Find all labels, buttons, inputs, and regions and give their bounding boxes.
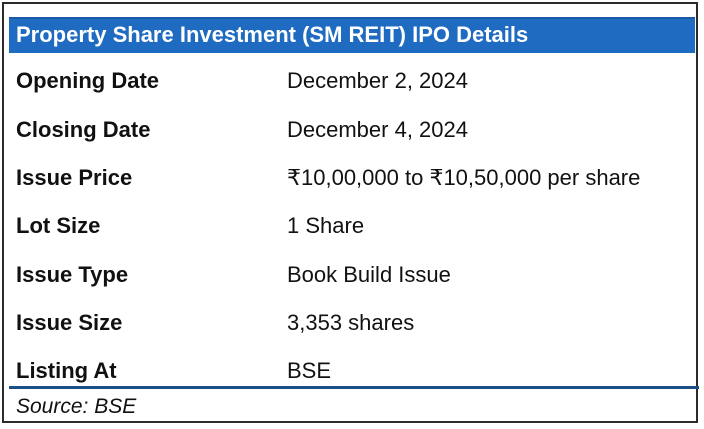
ipo-details-card [2,2,698,423]
row-label: Issue Type [16,262,129,287]
table-title: Property Share Investment (SM REIT) IPO … [16,22,529,47]
source-note: Source: BSE [16,395,137,418]
row-value: Book Build Issue [287,262,451,287]
row-listing-at: Listing At BSE [16,358,696,398]
row-label: Issue Size [16,310,123,335]
row-value: ₹10,00,000 to ₹10,50,000 per share [287,165,641,190]
row-closing-date: Closing Date December 4, 2024 [16,117,696,157]
bottom-divider [9,386,699,389]
row-label: Issue Price [16,165,133,190]
row-issue-price: Issue Price ₹10,00,000 to ₹10,50,000 per… [16,165,696,205]
title-bar: Property Share Investment (SM REIT) IPO … [9,17,695,53]
row-issue-type: Issue Type Book Build Issue [16,262,696,302]
row-lot-size: Lot Size 1 Share [16,213,696,253]
row-value: December 2, 2024 [287,68,468,93]
row-label: Opening Date [16,68,160,93]
row-label: Closing Date [16,117,151,142]
row-value: 3,353 shares [287,310,415,335]
row-issue-size: Issue Size 3,353 shares [16,310,696,350]
row-label: Lot Size [16,213,101,238]
row-value: 1 Share [287,213,365,238]
row-opening-date: Opening Date December 2, 2024 [16,68,696,108]
row-label: Listing At [16,358,117,383]
row-value: December 4, 2024 [287,117,468,142]
row-value: BSE [287,358,332,383]
